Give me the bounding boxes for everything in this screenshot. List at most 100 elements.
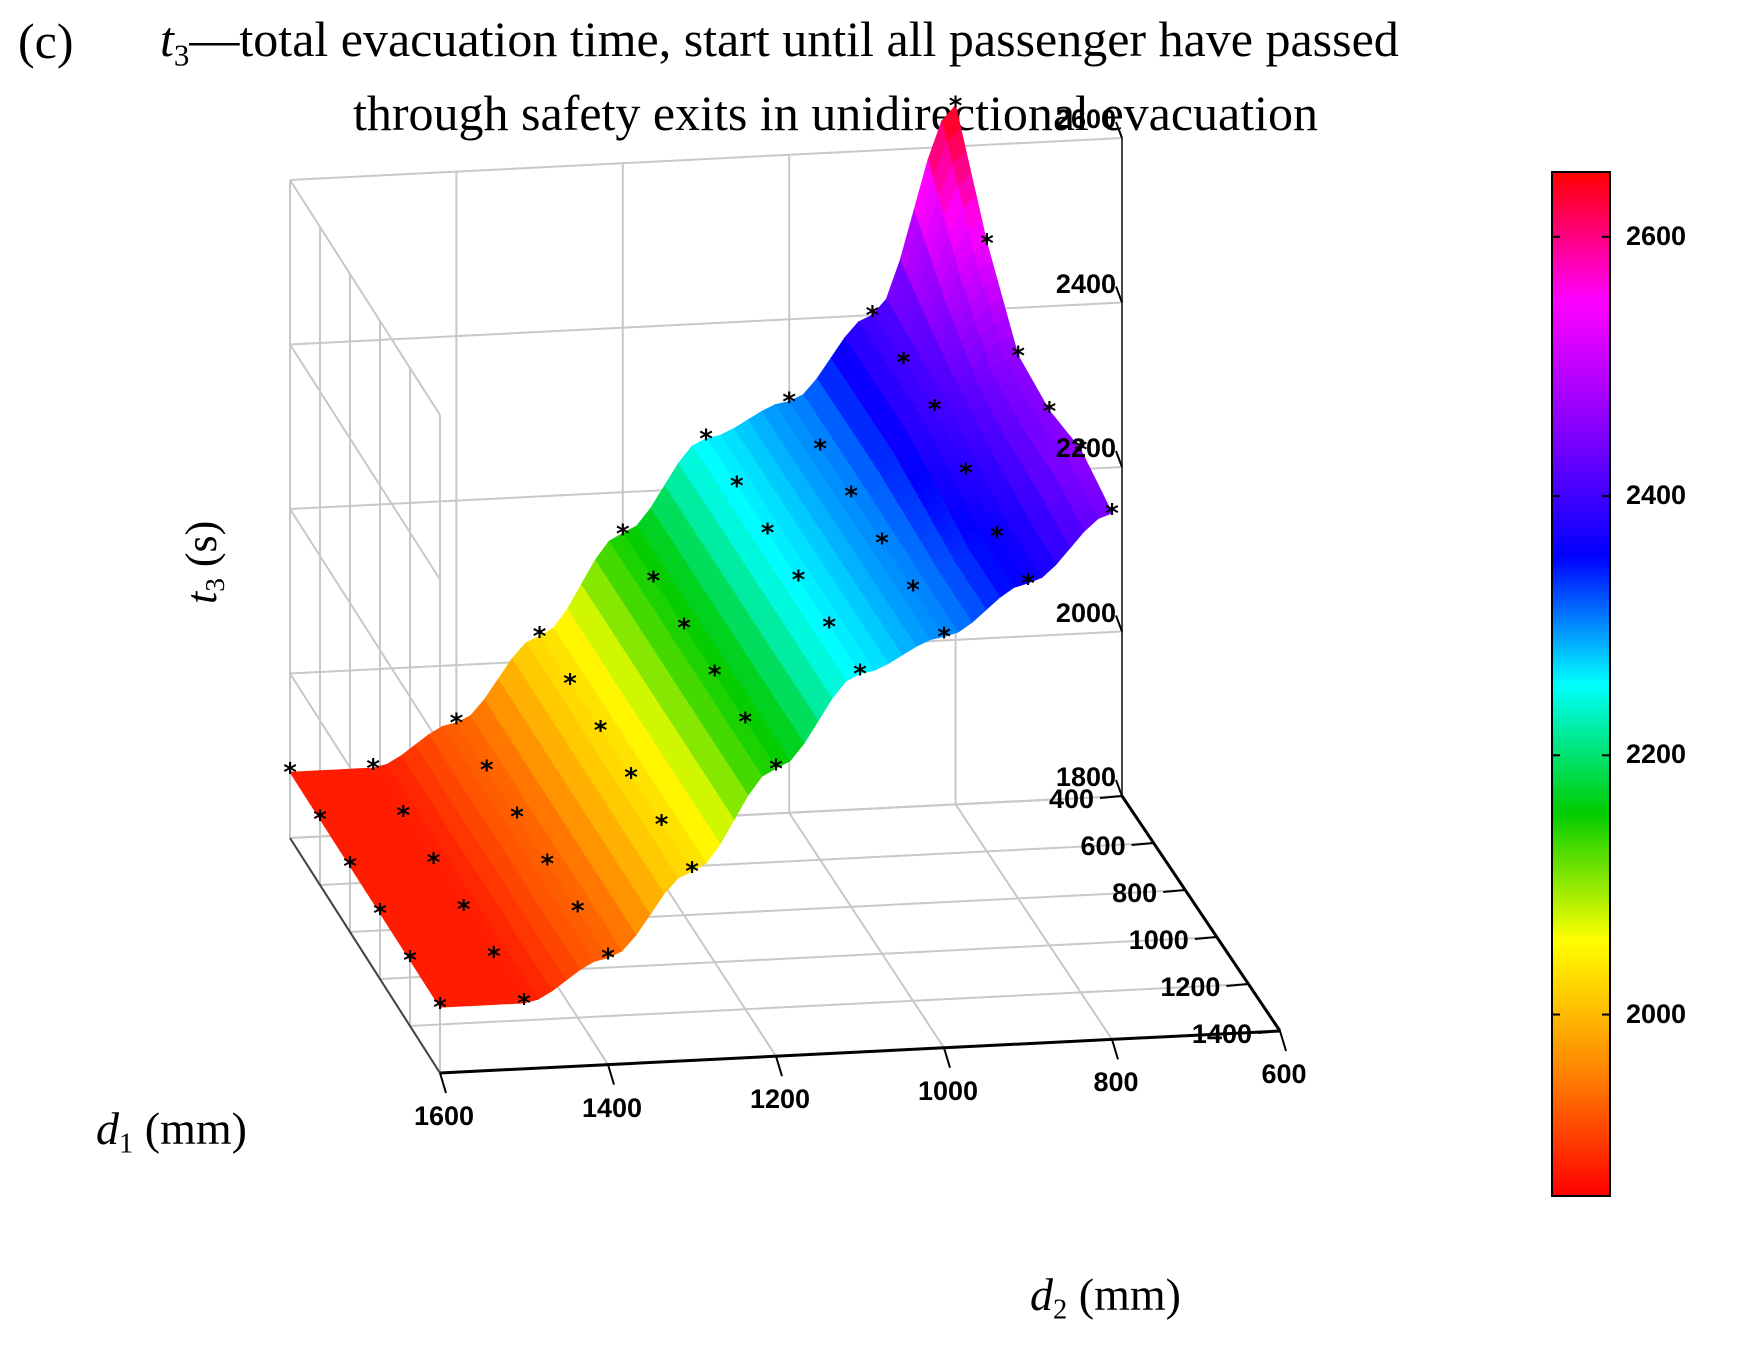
colorbar xyxy=(1551,171,1611,1197)
data-point: * xyxy=(533,622,547,652)
y-tick-mark xyxy=(1099,795,1123,799)
x-tick-label: 800 xyxy=(1093,1067,1139,1098)
x-tick-label: 1000 xyxy=(917,1075,979,1106)
y-axis-var: d xyxy=(96,1103,119,1154)
z-tick-label: 2600 xyxy=(1055,104,1116,134)
panel-label: (c) xyxy=(18,13,74,69)
surface-patch xyxy=(434,998,455,1008)
z-axis-unit: (s) xyxy=(177,520,226,568)
x-tick-mark xyxy=(775,1055,783,1077)
data-point: * xyxy=(822,613,836,643)
z-tick-mark xyxy=(1115,615,1123,632)
y-tick-label: 1400 xyxy=(1191,1019,1252,1049)
data-point: * xyxy=(906,576,920,606)
data-point: * xyxy=(601,944,615,974)
title-line-2-text: through safety exits in unidirectional e… xyxy=(353,85,1318,141)
data-point: * xyxy=(487,942,501,972)
data-point: * xyxy=(616,519,630,549)
data-point: * xyxy=(1043,397,1057,427)
colorbar-tick-label: 2400 xyxy=(1626,480,1687,511)
data-point: * xyxy=(708,660,722,690)
z-axis-var: t xyxy=(177,591,226,604)
x-tick-mark xyxy=(607,1064,615,1085)
x-tick-mark xyxy=(1111,1039,1119,1060)
x-axis-unit: (mm) xyxy=(1078,1269,1181,1320)
x-tick-mark xyxy=(1279,1030,1287,1052)
data-point: * xyxy=(343,852,357,882)
data-point: * xyxy=(866,301,880,331)
data-point: * xyxy=(769,754,783,784)
data-point: * xyxy=(647,566,661,596)
data-point: * xyxy=(949,91,963,121)
y-tick-label: 1000 xyxy=(1128,925,1189,955)
data-point: * xyxy=(403,946,417,976)
y-tick-mark xyxy=(1257,1030,1281,1034)
y-tick-mark xyxy=(1131,842,1154,846)
data-markers: * * * * * * * * * * * * * * * * * * * * * * * * * * * * * * * * * * * * * * * *… xyxy=(283,91,1119,1023)
data-point: * xyxy=(980,229,994,259)
x-axis-label: d2 (mm) xyxy=(1030,1268,1181,1327)
data-point: * xyxy=(1105,499,1119,529)
y-axis-label: d1 (mm) xyxy=(96,1102,247,1161)
y-tick-mark xyxy=(1194,936,1217,940)
data-point: * xyxy=(433,993,447,1023)
chart-title-line-2: through safety exits in unidirectional e… xyxy=(0,84,1741,142)
colorbar-tick-label: 2200 xyxy=(1626,739,1687,770)
x-tick-label: 1200 xyxy=(749,1084,811,1115)
grid-line xyxy=(289,137,1123,181)
data-point: * xyxy=(313,805,327,835)
title-var: t xyxy=(160,11,174,67)
data-point: * xyxy=(397,801,411,831)
data-point: * xyxy=(427,848,441,878)
data-point: * xyxy=(541,850,555,880)
colorbar-tick-label: 2000 xyxy=(1626,998,1687,1029)
data-point: * xyxy=(685,857,699,887)
data-point: * xyxy=(677,613,691,643)
z-tick-label: 2200 xyxy=(1055,433,1116,463)
data-point: * xyxy=(782,388,796,418)
data-point: * xyxy=(875,529,889,559)
data-point: * xyxy=(739,707,753,737)
y-axis-line xyxy=(1120,795,1282,1032)
data-point: * xyxy=(761,519,775,549)
data-point: * xyxy=(730,472,744,502)
x-axis-right-edge xyxy=(289,837,441,1074)
data-point: * xyxy=(699,425,713,455)
z-tick-label: 2400 xyxy=(1055,268,1116,299)
grid-line xyxy=(409,983,1249,1027)
z-tick-mark xyxy=(1115,779,1123,797)
data-point: * xyxy=(510,803,524,833)
x-axis-var: d xyxy=(1030,1269,1053,1320)
data-point: * xyxy=(480,756,494,786)
colorbar-tick-label: 2600 xyxy=(1626,220,1687,251)
data-point: * xyxy=(897,348,911,378)
chart-title-line-1: t3—total evacuation time, start until al… xyxy=(160,10,1399,73)
grid-line xyxy=(289,179,441,416)
data-point: * xyxy=(928,395,942,425)
axes xyxy=(289,121,1287,1094)
data-point: * xyxy=(959,459,973,489)
z-axis-sub: 3 xyxy=(200,578,231,592)
grid-line xyxy=(788,812,945,1049)
x-tick-label: 1400 xyxy=(581,1092,643,1123)
z-tick-mark xyxy=(1115,450,1123,468)
y-tick-label: 1200 xyxy=(1160,972,1221,1002)
surface xyxy=(289,104,1113,1008)
title-rest: —total evacuation time, start until all … xyxy=(189,11,1399,67)
data-point: * xyxy=(517,989,531,1019)
grid-line xyxy=(289,508,441,745)
y-tick-label: 800 xyxy=(1112,878,1158,908)
z-tick-label: 1800 xyxy=(1055,762,1116,792)
x-axis-sub: 2 xyxy=(1053,1294,1068,1326)
x-tick-mark xyxy=(943,1047,951,1069)
z-tick-mark xyxy=(1115,286,1123,303)
data-point: * xyxy=(792,566,806,596)
z-tick-label: 2000 xyxy=(1055,597,1116,628)
data-point: * xyxy=(990,522,1004,552)
grid-line xyxy=(954,803,1113,1040)
data-point: * xyxy=(571,897,585,927)
y-axis-sub: 1 xyxy=(119,1128,134,1160)
data-point: * xyxy=(937,623,951,653)
z-tick-mark xyxy=(1115,121,1123,139)
